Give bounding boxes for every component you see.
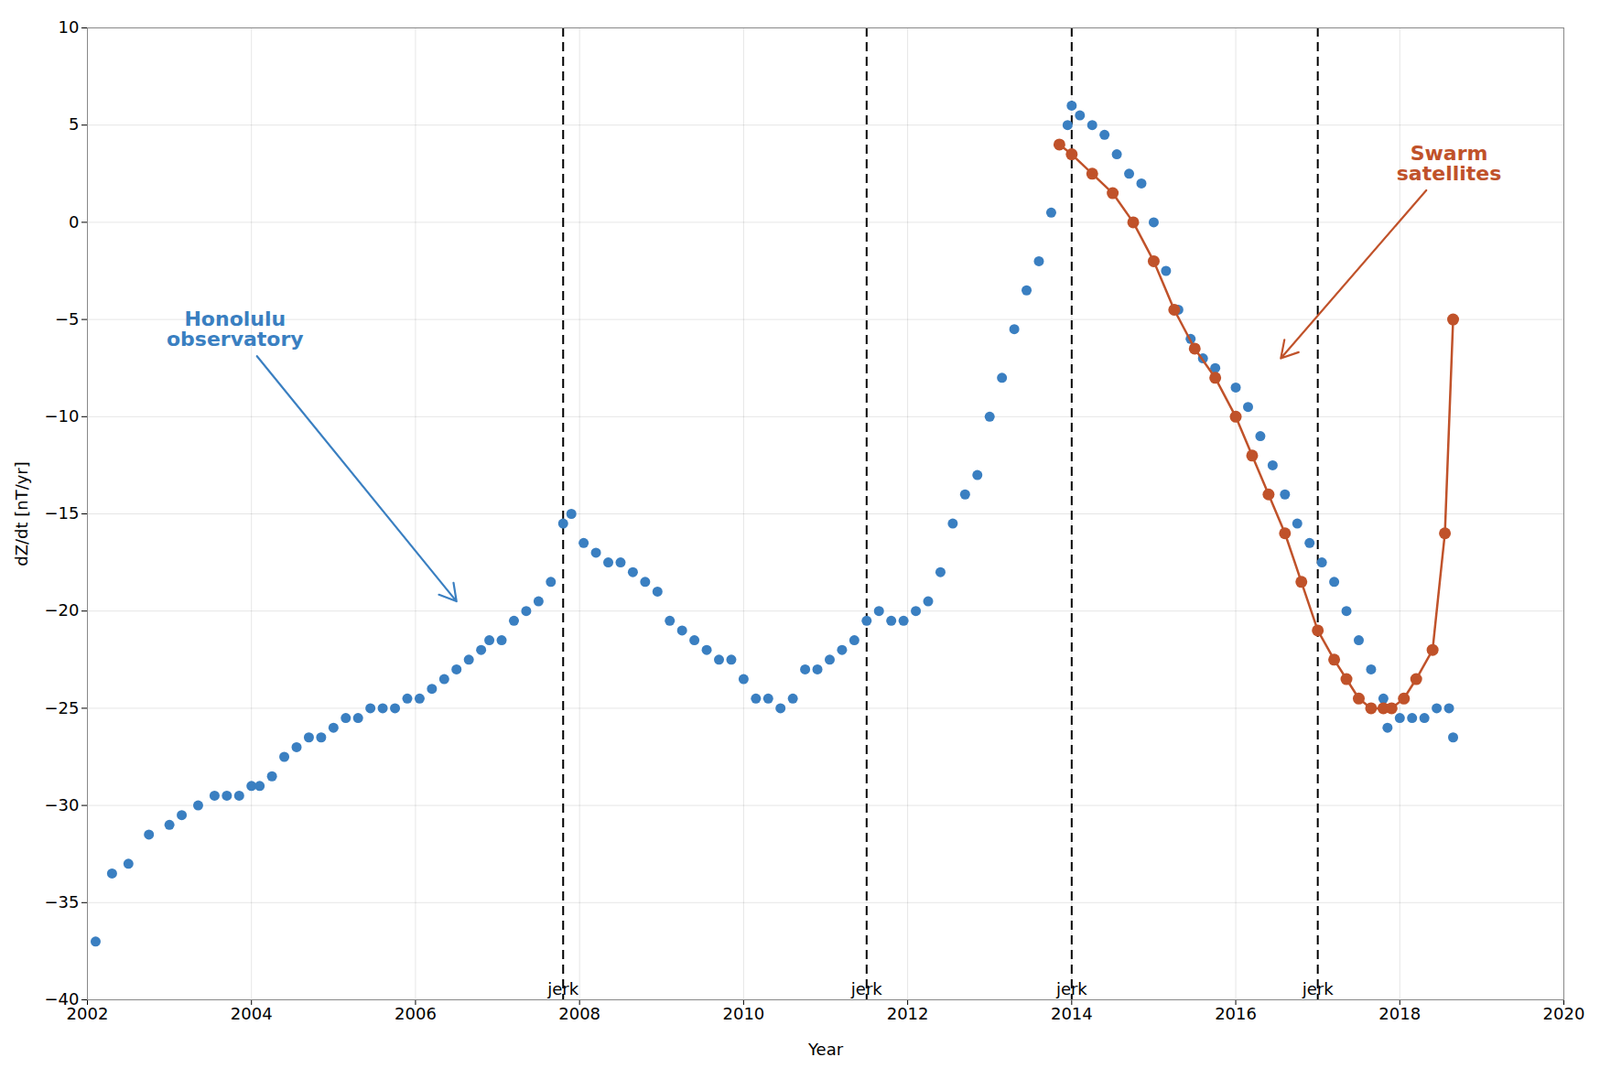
svg-text:−25: −25 — [44, 698, 80, 718]
svg-text:jerk: jerk — [1301, 979, 1334, 999]
svg-text:2002: 2002 — [66, 1004, 109, 1024]
svg-text:2008: 2008 — [558, 1004, 601, 1024]
svg-text:5: 5 — [68, 114, 79, 134]
svg-text:2018: 2018 — [1378, 1004, 1421, 1024]
svg-text:−30: −30 — [44, 795, 80, 815]
svg-text:2014: 2014 — [1050, 1004, 1093, 1024]
svg-text:2012: 2012 — [886, 1004, 930, 1024]
svg-text:2020: 2020 — [1543, 1004, 1586, 1024]
svg-text:−5: −5 — [54, 309, 80, 329]
svg-text:Honoluluobservatory: Honoluluobservatory — [166, 307, 304, 351]
svg-text:2010: 2010 — [722, 1004, 765, 1024]
svg-text:2006: 2006 — [394, 1004, 437, 1024]
svg-text:0: 0 — [68, 212, 79, 232]
svg-text:10: 10 — [58, 17, 80, 37]
svg-text:−15: −15 — [44, 503, 80, 523]
svg-text:Swarmsatellites: Swarmsatellites — [1396, 141, 1503, 185]
svg-text:2004: 2004 — [230, 1004, 273, 1024]
svg-text:2016: 2016 — [1214, 1004, 1257, 1024]
svg-text:−20: −20 — [44, 600, 80, 620]
svg-text:jerk: jerk — [850, 979, 883, 999]
svg-text:−10: −10 — [44, 406, 80, 426]
svg-text:−40: −40 — [44, 989, 80, 1009]
svg-text:Year: Year — [807, 1039, 844, 1060]
svg-text:−35: −35 — [44, 892, 80, 912]
svg-text:jerk: jerk — [546, 979, 579, 999]
svg-text:jerk: jerk — [1055, 979, 1088, 999]
svg-text:dZ/dt [nT/yr]: dZ/dt [nT/yr] — [11, 461, 32, 567]
